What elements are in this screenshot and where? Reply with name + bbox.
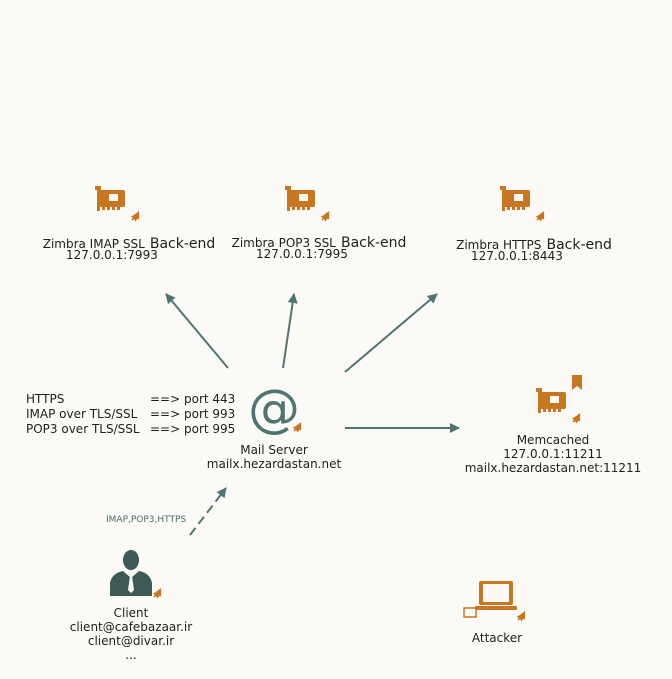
https-backend-network-card-icon <box>500 186 550 224</box>
imap-backend-label: Zimbra IMAP SSL Back-end <box>43 233 216 254</box>
svg-text:@: @ <box>248 379 300 439</box>
client-email-more: ... <box>125 648 137 662</box>
client-edge-label: IMAP,POP3,HTTPS <box>106 515 187 525</box>
port-number: ==> port 443 <box>150 392 236 406</box>
imap-backend-address: 127.0.0.1:7993 <box>66 248 158 262</box>
memcached-host-port: mailx.hezardastan.net:11211 <box>464 461 642 475</box>
mail-server-at-sign-icon: @ <box>248 379 307 439</box>
mail-server-host: mailx.hezardastan.net <box>206 457 342 471</box>
memcached-name: Memcached <box>516 433 590 447</box>
https-backend-address: 127.0.0.1:8443 <box>471 249 563 263</box>
port-protocol: IMAP over TLS/SSL <box>26 407 138 421</box>
edge-server-https <box>344 293 438 373</box>
memcached-address: 127.0.0.1:11211 <box>503 447 603 461</box>
pop3-backend-address: 127.0.0.1:7995 <box>256 247 348 261</box>
port-protocol: POP3 over TLS/SSL <box>26 422 140 436</box>
port-protocol: HTTPS <box>26 392 65 406</box>
port-row-imap: IMAP over TLS/SSL ==> port 993 <box>26 407 235 422</box>
mail-server-name: Mail Server <box>240 443 308 457</box>
attacker-name: Attacker <box>471 631 523 645</box>
bookmark-icon <box>572 375 582 390</box>
port-row-pop3: POP3 over TLS/SSL ==> port 995 <box>26 422 235 437</box>
client-email-divar: client@divar.ir <box>87 634 175 648</box>
imap-backend-network-card-icon <box>95 186 145 224</box>
imap-backend-name: Zimbra IMAP SSL <box>42 237 145 251</box>
https-backend-label: Zimbra HTTPS Back-end <box>456 234 612 255</box>
imap-backend-suffix: Back-end <box>149 236 216 252</box>
edge-server-imap <box>165 293 229 369</box>
https-backend-name: Zimbra HTTPS <box>456 238 542 252</box>
client-user-icon <box>110 550 167 601</box>
port-mapping: HTTPS ==> port 443 IMAP over TLS/SSL ==>… <box>26 392 235 437</box>
https-backend-suffix: Back-end <box>546 237 612 253</box>
memcached-network-card-icon <box>536 375 586 426</box>
pop3-backend-name: Zimbra POP3 SSL <box>231 236 336 250</box>
port-row-https: HTTPS ==> port 443 <box>26 392 235 407</box>
edge-server-pop3 <box>282 293 298 369</box>
client-name: Client <box>113 606 149 620</box>
pop3-backend-label: Zimbra POP3 SSL Back-end <box>232 232 407 253</box>
edge-client-server <box>189 487 227 536</box>
port-number: ==> port 993 <box>150 407 236 421</box>
port-number: ==> port 995 <box>150 422 236 436</box>
pop3-backend-suffix: Back-end <box>340 235 407 251</box>
client-email-cafebazaar: client@cafebazaar.ir <box>69 620 193 634</box>
pop3-backend-network-card-icon <box>285 186 335 224</box>
attacker-laptop-icon <box>463 581 531 624</box>
